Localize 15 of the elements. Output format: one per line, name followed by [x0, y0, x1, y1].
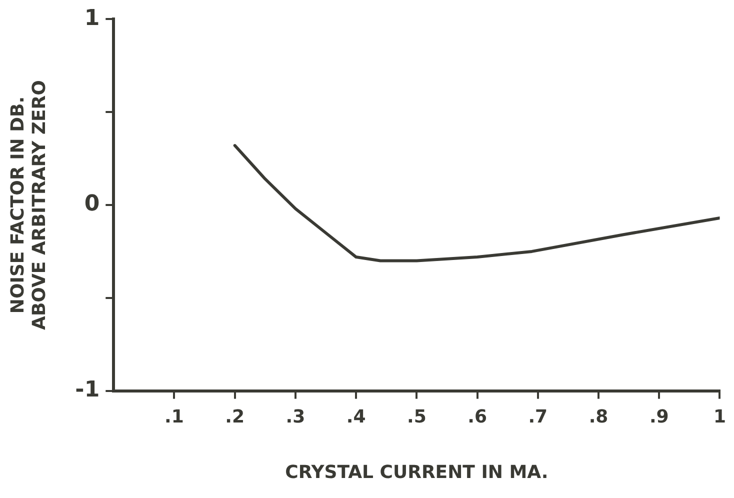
x-tick-label: .8 — [588, 406, 608, 428]
x-tick-label: .5 — [407, 406, 426, 428]
y-tick-label: 0 — [84, 192, 100, 217]
x-tick-label: .3 — [286, 406, 306, 428]
y-tick-label: 1 — [84, 6, 100, 31]
x-tick-label: .6 — [468, 406, 487, 428]
x-tick-label: .4 — [346, 406, 366, 428]
x-tick-label: .7 — [528, 406, 548, 428]
y-axis-title: NOISE FACTOR IN DB. ABOVE ARBITRARY ZERO — [7, 80, 50, 330]
x-tick-label: .1 — [164, 406, 184, 428]
x-tick-label: .9 — [649, 406, 669, 428]
x-tick-label: .2 — [225, 406, 245, 428]
x-axis-title: CRYSTAL CURRENT IN MA. — [285, 462, 548, 483]
y-tick-label: -1 — [75, 378, 100, 403]
x-tick-label: 1 — [713, 406, 726, 428]
